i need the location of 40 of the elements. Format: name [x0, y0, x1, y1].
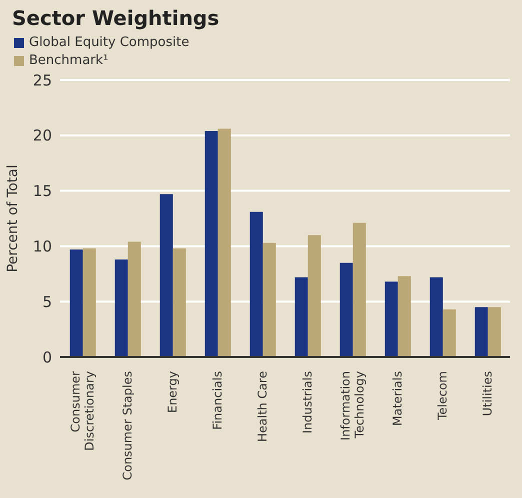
x-tick-label: Information Technology — [338, 371, 366, 440]
y-tick-label: 25 — [32, 71, 52, 90]
x-tick-label: Health Care — [256, 371, 270, 442]
bar — [70, 250, 83, 357]
x-tick-label: Utilities — [480, 371, 494, 416]
y-tick-label: 0 — [42, 348, 52, 366]
bar — [294, 277, 308, 357]
y-tick-label: 10 — [32, 238, 52, 256]
bar — [250, 212, 263, 357]
y-tick-label: 15 — [32, 182, 52, 200]
bar — [82, 248, 96, 357]
y-tick-label: 5 — [42, 292, 52, 311]
x-tick-label: Telecom — [436, 371, 450, 422]
bar — [442, 309, 456, 357]
bar — [384, 282, 398, 357]
bar — [114, 259, 128, 357]
x-tick-label: Industrials — [300, 371, 314, 434]
bar — [172, 248, 186, 357]
x-tick-label: Materials — [390, 371, 404, 426]
bar — [204, 130, 218, 357]
x-tick-label: Financials — [210, 371, 224, 430]
bar — [128, 242, 141, 357]
bar — [474, 307, 488, 357]
bar — [160, 194, 173, 357]
bar — [262, 242, 276, 357]
x-tick-label: Consumer Discretionary — [68, 370, 96, 451]
bar — [488, 307, 501, 357]
y-tick-label: 20 — [32, 126, 52, 145]
bar — [218, 128, 231, 357]
y-axis-title: Percent of Total — [4, 164, 21, 272]
bar — [340, 262, 353, 357]
x-tick-label: Energy — [166, 371, 180, 414]
bar — [430, 277, 443, 357]
chart-title: Sector Weightings — [11, 5, 220, 30]
legend-label: Benchmark¹ — [29, 52, 108, 70]
bar — [398, 276, 411, 357]
bar — [352, 222, 366, 357]
legend-label: Global Equity Composite — [29, 34, 190, 52]
bar — [308, 235, 321, 357]
x-tick-label: Consumer Staples — [120, 371, 134, 480]
